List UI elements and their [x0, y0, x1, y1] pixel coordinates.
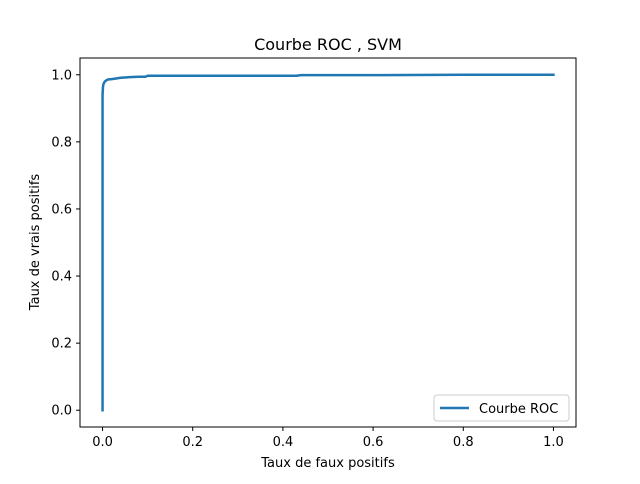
y-axis-label: Taux de vrais positifs: [28, 174, 43, 312]
x-tick-label: 0.8: [453, 435, 474, 450]
x-tick-label: 0.4: [273, 435, 294, 450]
series-layer: [101, 73, 555, 412]
roc-curve-line: [101, 73, 555, 412]
x-tick-label: 1.0: [543, 435, 564, 450]
x-axis-label: Taux de faux positifs: [260, 456, 395, 471]
x-tick-label: 0.2: [182, 435, 203, 450]
y-tick-label: 1.0: [51, 68, 72, 83]
legend-label: Courbe ROC: [479, 402, 558, 417]
y-tick-label: 0.4: [51, 270, 72, 285]
y-tick-label: 0.6: [51, 202, 72, 217]
y-tick-label: 0.8: [51, 135, 72, 150]
y-tick-label: 0.2: [51, 337, 72, 352]
legend: Courbe ROC: [433, 394, 570, 422]
plot-area-frame: [79, 57, 577, 428]
x-tick-label: 0.0: [92, 435, 113, 450]
ticks-layer: 0.0 0.2 0.4 0.6 0.8 1.0 0.0 0.2 0.4 0.6 0.8 1.0: [51, 68, 563, 450]
legend-box: [433, 394, 570, 422]
y-tick-label: 0.0: [51, 404, 72, 419]
x-tick-label: 0.6: [363, 435, 384, 450]
chart-title: Courbe ROC , SVM: [254, 35, 402, 54]
